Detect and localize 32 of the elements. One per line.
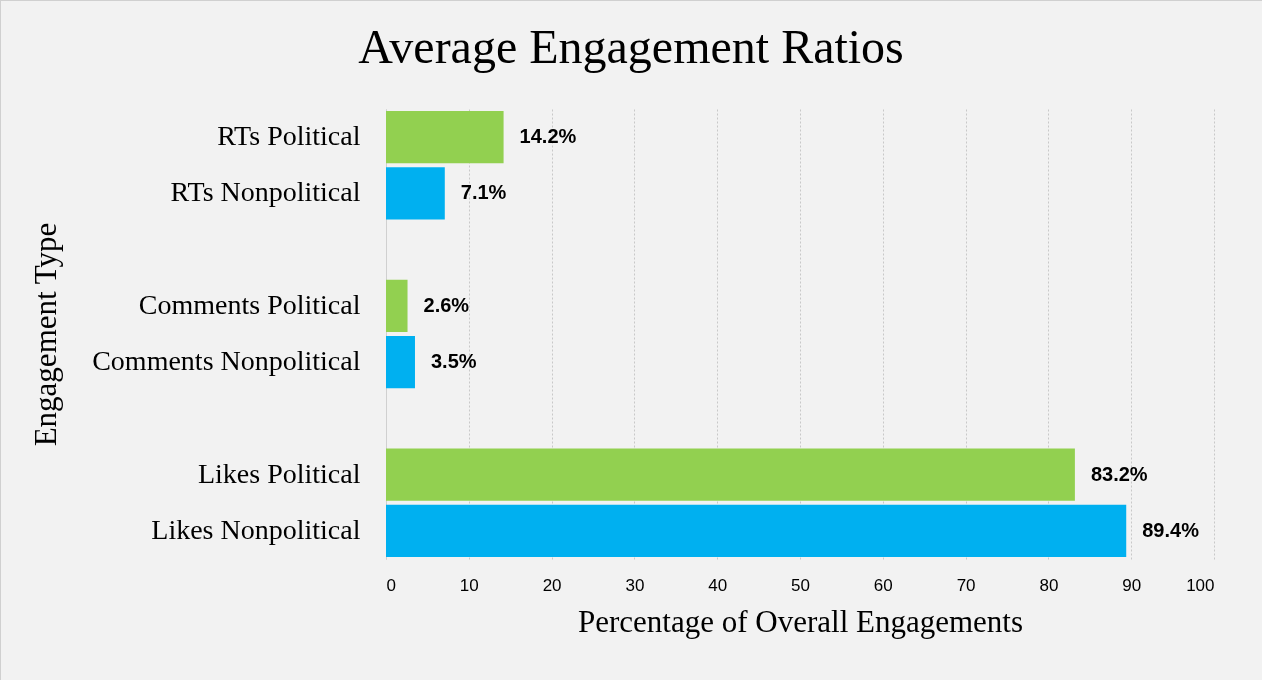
x-tick-label: 90 bbox=[1122, 575, 1142, 595]
bar bbox=[386, 448, 1075, 501]
y-tick-label: Likes Nonpolitical bbox=[151, 513, 361, 545]
bar bbox=[386, 167, 445, 220]
data-label: 7.1% bbox=[460, 181, 507, 204]
x-tick-label: 40 bbox=[708, 575, 728, 595]
y-tick-label: Comments Nonpolitical bbox=[92, 345, 361, 377]
x-tick-label: 50 bbox=[791, 575, 810, 595]
chart-title: Average Engagement Ratios bbox=[358, 20, 904, 73]
bar bbox=[386, 504, 1127, 558]
x-tick-label: 20 bbox=[542, 575, 562, 595]
bar bbox=[386, 335, 415, 389]
x-tick-label: 100 bbox=[1186, 575, 1215, 595]
x-tick-label: 60 bbox=[873, 575, 893, 595]
data-label: 2.6% bbox=[423, 293, 470, 316]
bar bbox=[386, 279, 408, 333]
y-tick-label: Comments Political bbox=[138, 288, 361, 320]
bar bbox=[386, 110, 504, 164]
x-tick-label: 70 bbox=[956, 575, 976, 595]
data-label: 3.5% bbox=[430, 350, 477, 373]
y-axis-title: Engagement Type bbox=[27, 222, 63, 447]
y-tick-label: RTs Nonpolitical bbox=[170, 176, 361, 208]
data-label: 89.4% bbox=[1142, 518, 1200, 541]
x-tick-label: 30 bbox=[625, 575, 645, 595]
y-tick-label: RTs Political bbox=[217, 120, 361, 152]
x-tick-label: 80 bbox=[1039, 575, 1059, 595]
x-tick-label: 0 bbox=[386, 575, 396, 595]
y-tick-label: Likes Political bbox=[197, 457, 361, 489]
x-tick-label: 10 bbox=[459, 575, 479, 595]
x-axis-title: Percentage of Overall Engagements bbox=[577, 603, 1024, 639]
data-label: 14.2% bbox=[519, 125, 577, 148]
data-label: 83.2% bbox=[1090, 462, 1148, 485]
